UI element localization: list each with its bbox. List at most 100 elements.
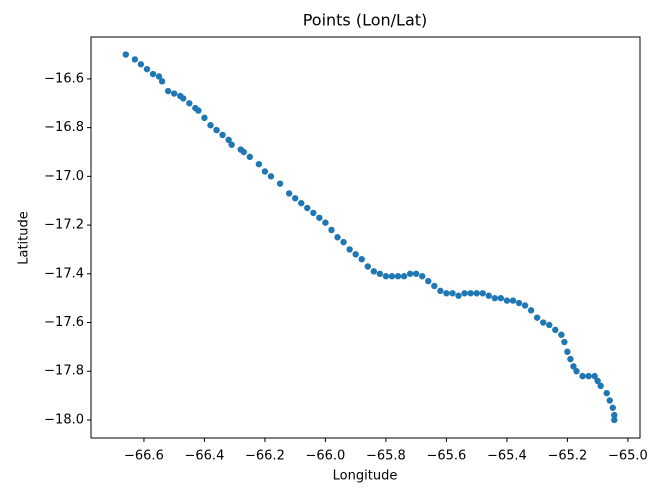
point bbox=[406, 270, 414, 277]
point bbox=[382, 273, 390, 280]
y-tick-label: −17.4 bbox=[44, 266, 84, 281]
point bbox=[573, 368, 580, 375]
point bbox=[546, 321, 553, 329]
point bbox=[155, 73, 163, 80]
point bbox=[473, 290, 480, 297]
point bbox=[594, 377, 601, 385]
point bbox=[479, 290, 486, 297]
point bbox=[419, 273, 426, 280]
point bbox=[364, 263, 371, 270]
point bbox=[597, 382, 604, 390]
x-tick-label: −65.0 bbox=[608, 449, 648, 464]
point bbox=[328, 226, 335, 234]
point bbox=[509, 297, 517, 304]
x-tick-label: −66.2 bbox=[245, 449, 285, 464]
point bbox=[340, 238, 347, 246]
x-tick-label: −65.4 bbox=[487, 449, 527, 464]
x-tick-label: −66.0 bbox=[305, 449, 345, 464]
point bbox=[431, 282, 438, 290]
point bbox=[137, 61, 145, 68]
plot-frame bbox=[90, 36, 641, 439]
point bbox=[158, 78, 166, 85]
point bbox=[485, 292, 492, 299]
point bbox=[527, 307, 535, 314]
point bbox=[521, 302, 529, 309]
x-tick-label: −65.2 bbox=[547, 449, 587, 464]
point bbox=[412, 270, 420, 277]
point bbox=[170, 90, 178, 97]
point bbox=[246, 153, 254, 161]
point bbox=[219, 131, 226, 139]
x-tick-label: −65.6 bbox=[426, 449, 466, 464]
x-tick-label: −66.4 bbox=[185, 449, 225, 464]
point bbox=[591, 372, 598, 380]
point bbox=[261, 168, 269, 175]
point bbox=[461, 290, 468, 297]
y-tick-label: −17.0 bbox=[44, 169, 84, 184]
point bbox=[255, 160, 263, 168]
point bbox=[298, 199, 305, 207]
y-tick-label: −17.8 bbox=[44, 364, 84, 379]
point bbox=[558, 331, 565, 338]
x-tick-label: −65.8 bbox=[366, 449, 406, 464]
point bbox=[567, 355, 574, 363]
point bbox=[449, 290, 456, 297]
point bbox=[611, 411, 618, 419]
point bbox=[186, 100, 193, 107]
y-tick-label: −16.8 bbox=[44, 120, 84, 135]
point bbox=[515, 299, 523, 307]
point bbox=[310, 209, 317, 217]
y-tick-label: −17.6 bbox=[44, 315, 84, 330]
point bbox=[285, 190, 293, 197]
x-axis-label: Longitude bbox=[333, 469, 398, 484]
point bbox=[225, 136, 232, 144]
y-tick-label: −16.6 bbox=[44, 71, 84, 86]
point bbox=[491, 294, 499, 302]
point bbox=[533, 314, 541, 321]
point bbox=[503, 297, 511, 304]
point bbox=[552, 326, 559, 334]
point bbox=[467, 290, 474, 297]
point bbox=[316, 214, 323, 221]
x-tick-label: −66.6 bbox=[124, 449, 164, 464]
point bbox=[276, 180, 284, 187]
y-axis-label: Latitude bbox=[17, 211, 32, 265]
point bbox=[611, 416, 618, 424]
point bbox=[122, 51, 129, 58]
point bbox=[437, 287, 444, 295]
point bbox=[425, 277, 432, 285]
y-tick-label: −17.2 bbox=[44, 218, 84, 233]
point bbox=[400, 273, 408, 280]
point bbox=[455, 292, 462, 299]
point bbox=[540, 319, 547, 326]
point bbox=[497, 294, 505, 302]
point bbox=[322, 219, 329, 226]
point bbox=[443, 290, 450, 297]
point bbox=[201, 114, 208, 122]
point bbox=[240, 148, 247, 156]
point bbox=[585, 372, 592, 380]
point bbox=[570, 363, 577, 370]
point bbox=[609, 404, 616, 411]
point bbox=[564, 348, 571, 355]
point bbox=[267, 173, 275, 180]
point bbox=[213, 126, 220, 134]
point bbox=[228, 141, 235, 148]
point bbox=[180, 95, 187, 102]
point bbox=[352, 251, 359, 258]
point bbox=[149, 70, 157, 78]
point bbox=[291, 195, 299, 202]
point bbox=[394, 273, 402, 280]
point bbox=[195, 107, 202, 114]
point bbox=[606, 397, 613, 404]
point bbox=[304, 204, 311, 212]
point bbox=[376, 270, 384, 277]
chart-title: Points (Lon/Lat) bbox=[303, 11, 428, 30]
point bbox=[358, 255, 365, 263]
point bbox=[370, 268, 378, 275]
point bbox=[334, 234, 341, 241]
point bbox=[346, 246, 353, 253]
point bbox=[603, 389, 610, 397]
point bbox=[143, 65, 151, 73]
y-tick-label: −18.0 bbox=[44, 412, 84, 427]
